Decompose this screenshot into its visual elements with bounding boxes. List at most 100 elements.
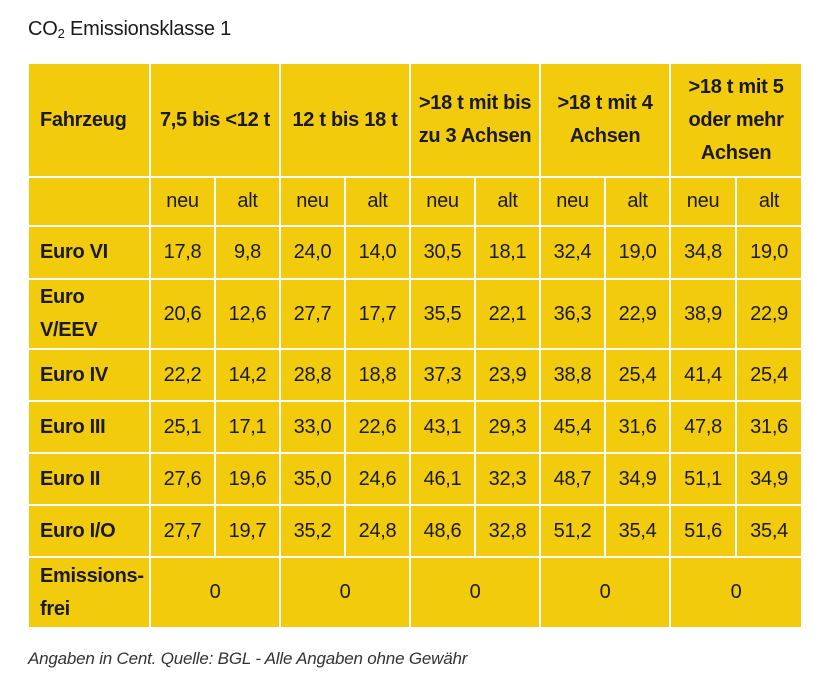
subheader-old: alt [604,176,672,227]
cell-old: 18,8 [343,348,412,402]
cell-new: 51,1 [669,452,738,506]
cell-new: 35,0 [279,452,346,506]
cell-old: 17,7 [343,278,412,350]
cell-old: 35,4 [604,504,672,558]
cell-old: 31,6 [604,400,672,454]
cell-new: 37,3 [409,348,477,402]
emission-rate-table: Fahrzeug 7,5 bis <12 t 12 t bis 18 t >18… [27,62,804,629]
title-suffix: Emissionsklasse 1 [64,18,232,40]
row-label: Euro I/O [27,504,151,558]
cell-new: 27,6 [149,452,216,506]
page-title: CO2 Emissionsklasse 1 [28,16,231,42]
cell-new: 34,8 [669,225,738,280]
header-weight-class: >18 t mit bis zu 3 Achsen [409,62,542,178]
table-row: Euro VI 17,8 9,8 24,0 14,0 30,5 18,1 32,4 19,0 34… [27,225,804,280]
table-row: Euro II 27,6 19,6 35,0 24,6 46,1 32,3 48,7 34,9 5… [27,452,804,506]
cell-new: 46,1 [409,452,477,506]
cell-old: 24,8 [343,504,412,558]
cell-new: 35,5 [409,278,477,350]
cell-new: 22,2 [149,348,216,402]
cell-new: 27,7 [279,278,346,350]
cell-new: 25,1 [149,400,216,454]
cell-old: 17,1 [214,400,281,454]
cell-emission-free: 0 [539,556,672,629]
cell-new: 24,0 [279,225,346,280]
cell-new: 51,2 [539,504,607,558]
cell-old: 32,3 [474,452,542,506]
row-label: Euro II [27,452,151,506]
cell-new: 48,7 [539,452,607,506]
cell-old: 22,9 [604,278,672,350]
cell-emission-free: 0 [669,556,804,629]
cell-new: 47,8 [669,400,738,454]
cell-old: 12,6 [214,278,281,350]
table-row: Euro V/EEV 20,6 12,6 27,7 17,7 35,5 22,1 36,3 22… [27,278,804,350]
cell-old: 35,4 [735,504,804,558]
row-label: Euro III [27,400,151,454]
row-label: Emissions-frei [27,556,151,629]
cell-new: 51,6 [669,504,738,558]
header-weight-class: 7,5 bis <12 t [149,62,281,178]
cell-new: 28,8 [279,348,346,402]
subheader-new: neu [149,176,216,227]
cell-new: 35,2 [279,504,346,558]
cell-old: 19,6 [214,452,281,506]
cell-new: 45,4 [539,400,607,454]
cell-old: 34,9 [604,452,672,506]
table-row: Euro IV 22,2 14,2 28,8 18,8 37,3 23,9 38,8 25,4 4… [27,348,804,402]
cell-old: 31,6 [735,400,804,454]
cell-old: 23,9 [474,348,542,402]
cell-emission-free: 0 [409,556,542,629]
header-weight-class: 12 t bis 18 t [278,62,412,178]
cell-old: 25,4 [735,348,804,402]
cell-new: 48,6 [409,504,477,558]
subheader-old: alt [214,176,281,227]
cell-old: 22,9 [735,278,804,350]
subheader-new: neu [279,176,346,227]
cell-new: 33,0 [279,400,346,454]
subheader-new: neu [539,176,607,227]
cell-old: 24,6 [343,452,412,506]
cell-old: 25,4 [604,348,672,402]
table-row: Euro I/O 27,7 19,7 35,2 24,8 48,6 32,8 51,2 35,4… [27,504,804,558]
cell-old: 22,1 [474,278,542,350]
cell-old: 19,7 [214,504,281,558]
subheader-old: alt [474,176,542,227]
cell-emission-free: 0 [149,556,281,629]
cell-old: 14,0 [343,225,412,280]
cell-old: 14,2 [214,348,281,402]
cell-new: 20,6 [149,278,216,350]
cell-new: 30,5 [409,225,477,280]
subheader-empty [27,176,151,227]
cell-new: 38,9 [669,278,738,350]
table-row: Euro III 25,1 17,1 33,0 22,6 43,1 29,3 45,4 31,6… [27,400,804,454]
header-vehicle: Fahrzeug [27,62,151,178]
title-subscript: 2 [57,26,65,41]
subheader-old: alt [735,176,804,227]
title-prefix: CO [28,18,58,40]
cell-old: 29,3 [474,400,542,454]
header-weight-class: >18 t mit 5 oder mehr Achsen [669,62,804,178]
row-label: Euro V/EEV [27,278,151,350]
cell-old: 19,0 [604,225,672,280]
cell-old: 18,1 [474,225,542,280]
header-weight-class: >18 t mit 4 Achsen [539,62,672,178]
cell-old: 9,8 [214,225,281,280]
cell-new: 32,4 [539,225,607,280]
subheader-old: alt [343,176,412,227]
table-row-emission-free: Emissions-frei 0 0 0 0 0 [27,556,804,629]
subheader-new: neu [669,176,738,227]
row-label: Euro IV [27,348,151,402]
cell-old: 32,8 [474,504,542,558]
header-row: Fahrzeug 7,5 bis <12 t 12 t bis 18 t >18… [27,62,804,178]
subheader-new: neu [409,176,477,227]
source-caption: Angaben in Cent. Quelle: BGL - Alle Anga… [28,649,468,668]
cell-new: 41,4 [669,348,738,402]
cell-old: 22,6 [343,400,412,454]
cell-new: 17,8 [149,225,216,280]
cell-old: 19,0 [735,225,804,280]
cell-new: 43,1 [409,400,477,454]
subheader-row: neu alt neu alt neu alt neu alt neu alt [27,176,804,227]
cell-new: 38,8 [539,348,607,402]
cell-old: 34,9 [735,452,804,506]
